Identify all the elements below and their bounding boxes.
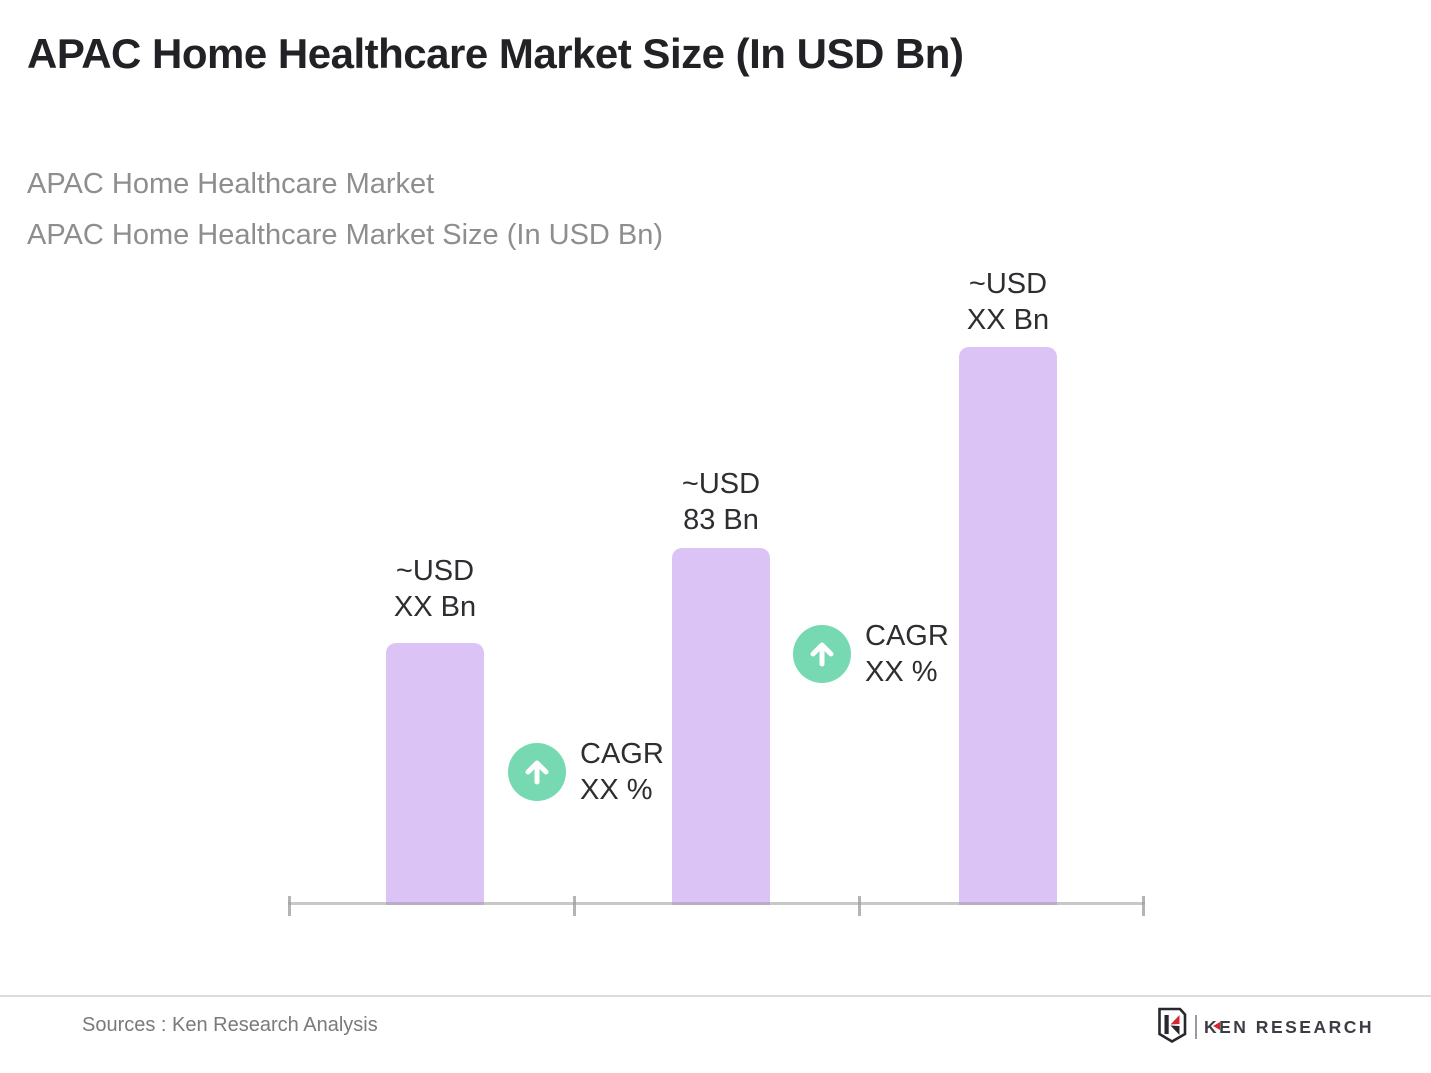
- bar-value-line1: ~USD: [395, 555, 475, 587]
- cagr-label-line1: CAGR: [865, 620, 949, 652]
- bar-value-line2: XX Bn: [393, 591, 477, 623]
- up-arrow-circle-icon: [793, 625, 851, 683]
- sources-note: Sources : Ken Research Analysis: [82, 1014, 378, 1036]
- bar-value-label: ~USD XX Bn: [908, 266, 1108, 338]
- x-axis-tick: [1142, 896, 1145, 916]
- bar-value-label: ~USD XX Bn: [335, 553, 535, 625]
- logo-k-accent-icon: [1213, 1021, 1220, 1030]
- chart-subtitle-2: APAC Home Healthcare Market Size (In USD…: [27, 219, 664, 251]
- bar-value-label: ~USD 83 Bn: [621, 466, 821, 538]
- up-arrow-circle-icon: [508, 743, 566, 801]
- chart-subtitle-1: APAC Home Healthcare Market: [27, 168, 435, 200]
- bar-value-line1: ~USD: [681, 468, 761, 500]
- logo-wordmark: KEN RESEARCH: [1204, 1017, 1374, 1038]
- bar-period-3: [959, 347, 1057, 905]
- bar-value-line1: ~USD: [968, 268, 1048, 300]
- x-axis-tick: [858, 896, 861, 916]
- cagr-label-line2: XX %: [865, 656, 938, 688]
- page-title: APAC Home Healthcare Market Size (In USD…: [27, 30, 964, 77]
- logo-wordmark-text: KEN RESEARCH: [1204, 1016, 1375, 1037]
- logo-separator: [1195, 1015, 1197, 1039]
- bar-period-1: [386, 643, 484, 905]
- bar-period-2: [672, 548, 770, 905]
- ken-research-shield-icon: [1156, 1007, 1188, 1048]
- cagr-label-line1: CAGR: [580, 738, 664, 770]
- ken-research-logo: KEN RESEARCH: [1156, 1007, 1374, 1048]
- cagr-label: CAGR XX %: [865, 618, 949, 690]
- x-axis: [288, 896, 1145, 916]
- cagr-annotation-1: CAGR XX %: [508, 736, 664, 808]
- x-axis-tick: [573, 896, 576, 916]
- cagr-annotation-2: CAGR XX %: [793, 618, 949, 690]
- x-axis-tick: [288, 896, 291, 916]
- bar-value-line2: 83 Bn: [683, 504, 759, 536]
- footer-divider: [0, 995, 1431, 997]
- cagr-label: CAGR XX %: [580, 736, 664, 808]
- bar-value-line2: XX Bn: [966, 304, 1050, 336]
- cagr-label-line2: XX %: [580, 774, 653, 806]
